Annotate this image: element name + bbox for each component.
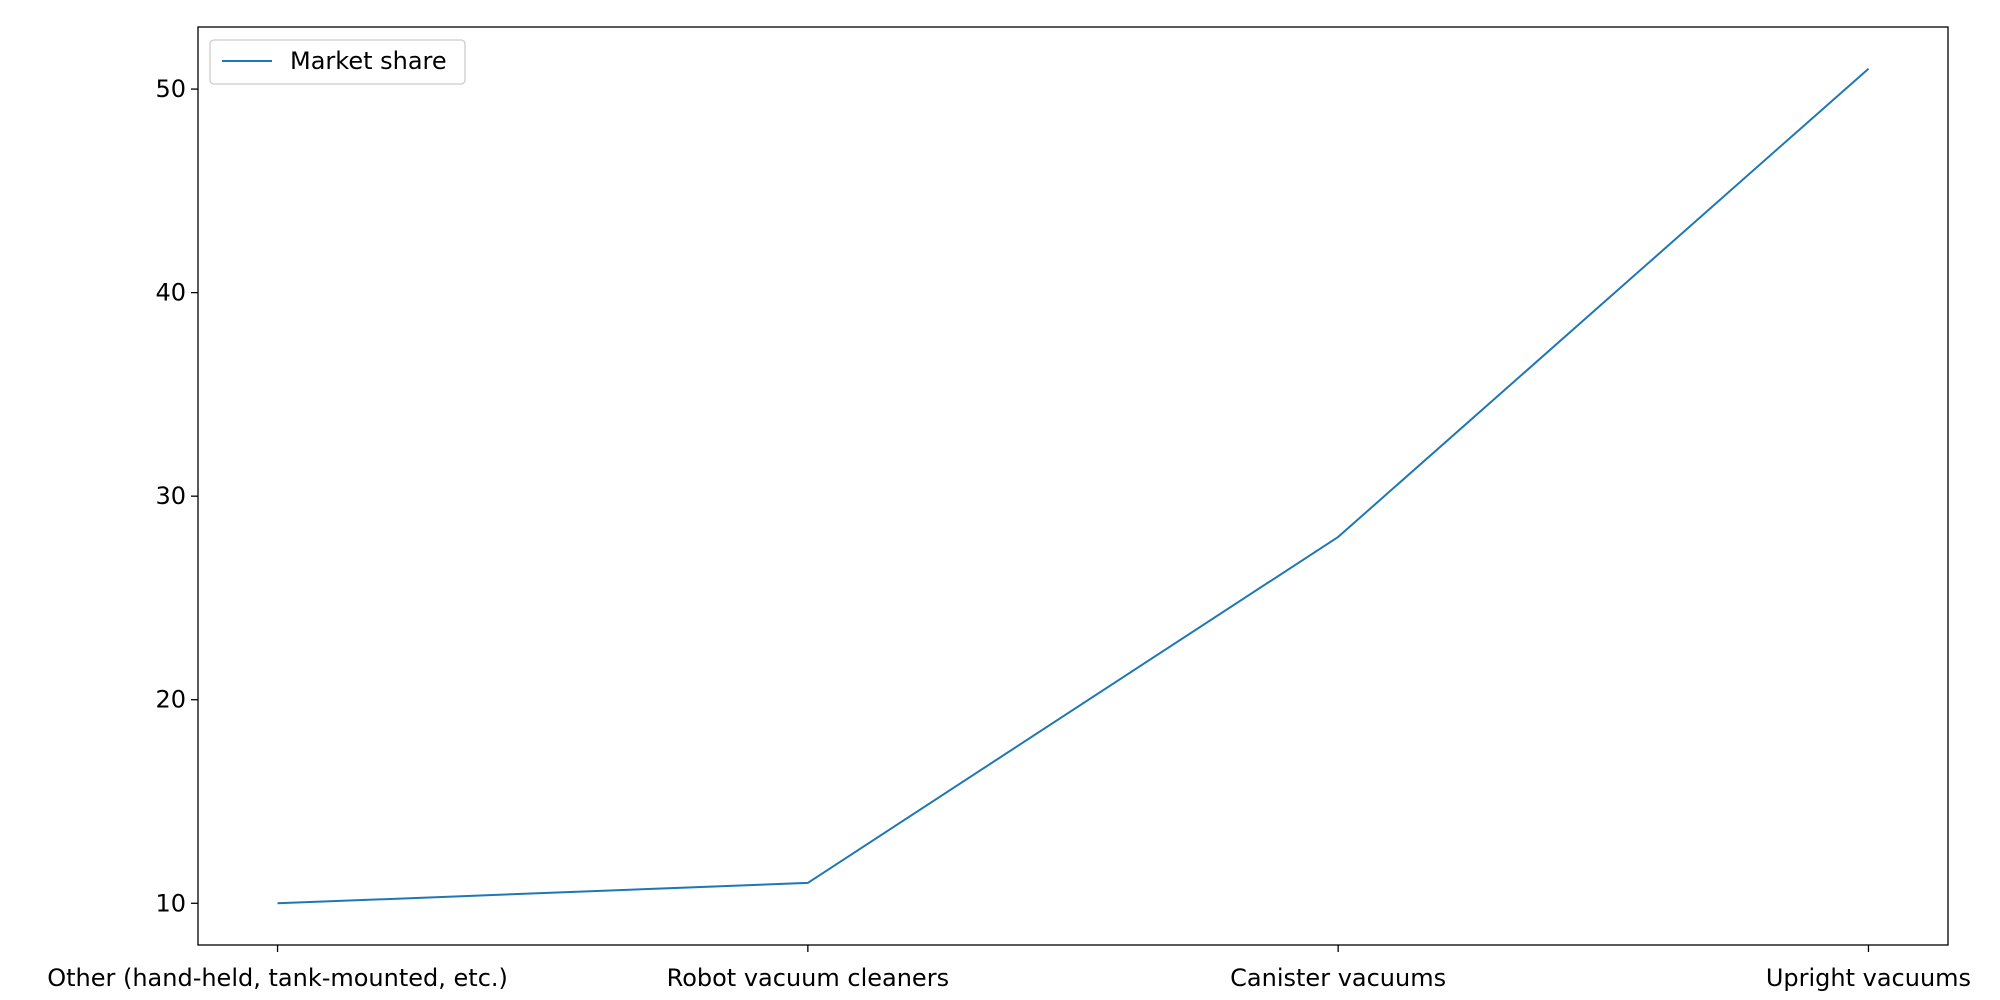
series-layer: [277, 67, 1870, 905]
y-tick-label: 30: [155, 482, 186, 510]
y-axis: 10 20 30 40 50: [155, 75, 198, 917]
x-tick-label: Upright vacuums: [1766, 964, 1971, 992]
x-tick-label: Robot vacuum cleaners: [667, 964, 949, 992]
y-tick-label: 40: [155, 279, 186, 307]
legend: Market share: [209, 39, 466, 85]
y-tick-label: 20: [155, 686, 186, 714]
y-tick-label: 50: [155, 75, 186, 103]
plot-area: [197, 26, 1949, 946]
x-axis: Other (hand-held, tank-mounted, etc.) Rob…: [47, 945, 1971, 992]
legend-label: Market share: [290, 47, 447, 75]
y-tick-label: 10: [155, 889, 186, 917]
x-tick-label: Other (hand-held, tank-mounted, etc.): [47, 964, 508, 992]
legend-box: [209, 39, 466, 85]
x-tick-label: Canister vacuums: [1230, 964, 1446, 992]
series-line-market-share: [277, 67, 1870, 905]
